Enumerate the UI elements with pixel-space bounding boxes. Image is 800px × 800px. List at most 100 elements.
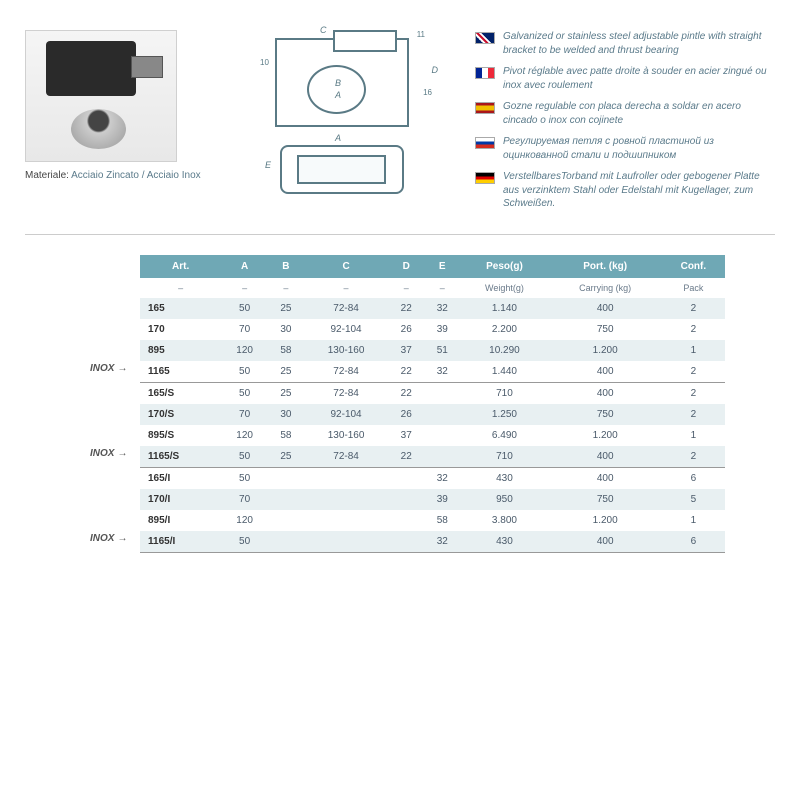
- data-cell: 1.200: [549, 425, 662, 446]
- subheader-cell: –: [140, 278, 221, 298]
- data-cell: 32: [424, 531, 460, 553]
- spec-table-wrap: Art.ABCDEPeso(g)Port. (kg)Conf. ––––––We…: [140, 255, 725, 553]
- technical-diagram: A B C D E A 10 16 11: [250, 30, 430, 200]
- data-cell: 430: [460, 531, 548, 553]
- data-cell: 32: [424, 467, 460, 489]
- column-header: Port. (kg): [549, 255, 662, 278]
- data-cell: 58: [268, 425, 304, 446]
- description-row: Gozne regulable con placa derecha a sold…: [475, 100, 775, 127]
- data-cell: [304, 467, 388, 489]
- data-cell: 58: [268, 340, 304, 361]
- data-cell: 1.140: [460, 298, 548, 319]
- data-cell: 32: [424, 361, 460, 383]
- subheader-cell: –: [424, 278, 460, 298]
- subheader-cell: Pack: [662, 278, 725, 298]
- article-cell: 170/S: [140, 404, 221, 425]
- section-divider: [25, 234, 775, 235]
- data-cell: 50: [221, 382, 268, 404]
- data-cell: 2: [662, 446, 725, 468]
- data-cell: 1.250: [460, 404, 548, 425]
- data-cell: 400: [549, 298, 662, 319]
- data-cell: 50: [221, 446, 268, 468]
- description-row: Galvanized or stainless steel adjustable…: [475, 30, 775, 57]
- table-row: 170/S703092-104261.2507502: [140, 404, 725, 425]
- product-photo-column: Materiale: Acciaio Zincato / Acciaio Ino…: [25, 30, 205, 181]
- table-row: 170703092-10426392.2007502: [140, 319, 725, 340]
- data-cell: 39: [424, 489, 460, 510]
- data-cell: 72-84: [304, 298, 388, 319]
- data-cell: 32: [424, 298, 460, 319]
- data-cell: 2: [662, 404, 725, 425]
- flag-es-icon: [475, 102, 495, 114]
- data-cell: 50: [221, 298, 268, 319]
- column-header: A: [221, 255, 268, 278]
- column-header: B: [268, 255, 304, 278]
- data-cell: 950: [460, 489, 548, 510]
- table-row: 165/S502572-84227104002: [140, 382, 725, 404]
- data-cell: 1.200: [549, 510, 662, 531]
- data-cell: [424, 382, 460, 404]
- description-text: Регулируемая петля с ровной пластиной из…: [503, 135, 775, 162]
- data-cell: 25: [268, 382, 304, 404]
- data-cell: 400: [549, 446, 662, 468]
- data-cell: 5: [662, 489, 725, 510]
- data-cell: [388, 467, 424, 489]
- table-subheader-row: ––––––Weight(g)Carrying (kg)Pack: [140, 278, 725, 298]
- data-cell: [304, 489, 388, 510]
- data-cell: 30: [268, 319, 304, 340]
- data-cell: 710: [460, 446, 548, 468]
- data-cell: 400: [549, 531, 662, 553]
- diagram-dim-11: 11: [417, 30, 425, 39]
- data-cell: 6: [662, 531, 725, 553]
- flag-uk-icon: [475, 32, 495, 44]
- data-cell: 130-160: [304, 340, 388, 361]
- subheader-cell: –: [221, 278, 268, 298]
- data-cell: 58: [424, 510, 460, 531]
- description-row: Регулируемая петля с ровной пластиной из…: [475, 135, 775, 162]
- data-cell: 2.200: [460, 319, 548, 340]
- table-row: 895/S12058130-160376.4901.2001: [140, 425, 725, 446]
- description-row: VerstellbaresTorband mit Laufroller oder…: [475, 170, 775, 211]
- data-cell: 750: [549, 404, 662, 425]
- data-cell: [268, 467, 304, 489]
- data-cell: [304, 510, 388, 531]
- diagram-label-a: A: [335, 90, 341, 100]
- table-row: 165502572-8422321.1404002: [140, 298, 725, 319]
- data-cell: 2: [662, 298, 725, 319]
- subheader-cell: Weight(g): [460, 278, 548, 298]
- article-cell: 895: [140, 340, 221, 361]
- data-cell: 22: [388, 382, 424, 404]
- data-cell: 1.440: [460, 361, 548, 383]
- data-cell: 1: [662, 340, 725, 361]
- data-cell: [388, 489, 424, 510]
- diagram-label-d: D: [432, 65, 439, 75]
- data-cell: [268, 489, 304, 510]
- diagram-label-c: C: [320, 25, 327, 35]
- column-header: Art.: [140, 255, 221, 278]
- data-cell: 130-160: [304, 425, 388, 446]
- data-cell: 10.290: [460, 340, 548, 361]
- technical-diagram-column: A B C D E A 10 16 11: [225, 30, 455, 200]
- subheader-cell: Carrying (kg): [549, 278, 662, 298]
- product-photo: [25, 30, 177, 162]
- column-header: C: [304, 255, 388, 278]
- data-cell: 750: [549, 319, 662, 340]
- data-cell: 30: [268, 404, 304, 425]
- article-cell: 895/I: [140, 510, 221, 531]
- data-cell: 430: [460, 467, 548, 489]
- diagram-dim-16: 16: [423, 88, 432, 97]
- data-cell: 3.800: [460, 510, 548, 531]
- data-cell: [388, 531, 424, 553]
- data-cell: [424, 446, 460, 468]
- top-section: Materiale: Acciaio Zincato / Acciaio Ino…: [25, 30, 775, 219]
- data-cell: 50: [221, 361, 268, 383]
- data-cell: 6: [662, 467, 725, 489]
- data-cell: 710: [460, 382, 548, 404]
- description-text: Gozne regulable con placa derecha a sold…: [503, 100, 775, 127]
- column-header: Conf.: [662, 255, 725, 278]
- article-cell: 165/I: [140, 467, 221, 489]
- material-label: Materiale:: [25, 170, 69, 181]
- inox-tag: INOX→: [90, 533, 127, 544]
- material-value: Acciaio Zincato / Acciaio Inox: [71, 170, 201, 181]
- article-cell: 1165: [140, 361, 221, 383]
